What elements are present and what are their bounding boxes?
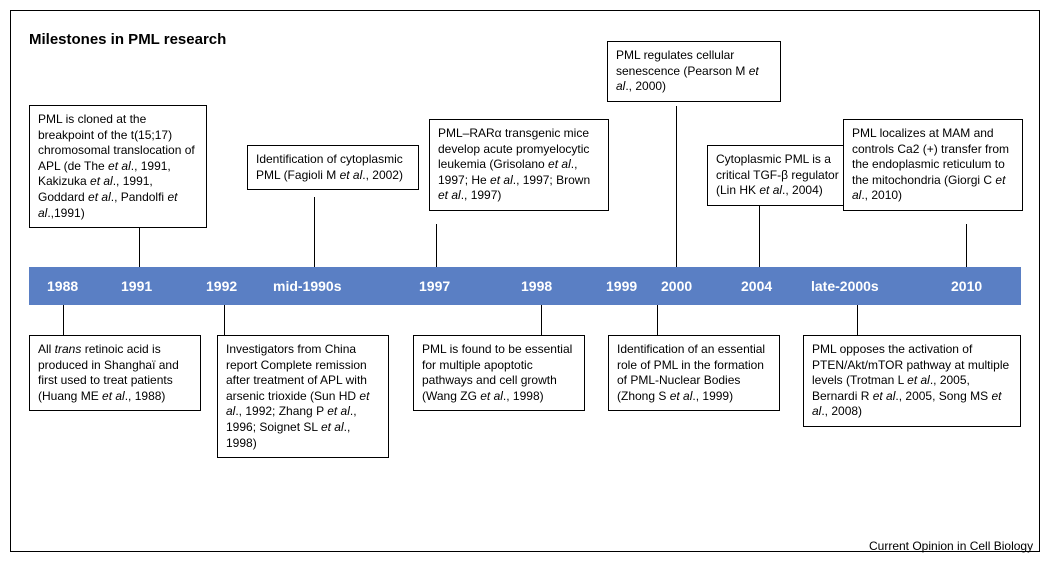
- pml-senescence-2000: PML regulates cellular senescence (Pears…: [607, 41, 781, 102]
- timeline-year: 1997: [419, 278, 450, 294]
- connector-line: [966, 224, 967, 267]
- connector-line: [314, 197, 315, 267]
- timeline-year: 2010: [951, 278, 982, 294]
- timeline-year: 1998: [521, 278, 552, 294]
- connector-line: [541, 305, 542, 335]
- timeline-year: 1992: [206, 278, 237, 294]
- pml-rar-transgenic-1997: PML–RARα transgenic mice develop acute p…: [429, 119, 609, 211]
- arsenic-trioxide-1990s: Investigators from China report Complete…: [217, 335, 389, 458]
- connector-line: [759, 197, 760, 267]
- timeline-year: mid-1990s: [273, 278, 341, 294]
- timeline-year: late-2000s: [811, 278, 879, 294]
- connector-line: [657, 305, 658, 335]
- connector-line: [676, 106, 677, 267]
- connector-line: [63, 305, 64, 335]
- timeline-year: 1991: [121, 278, 152, 294]
- timeline-year: 1988: [47, 278, 78, 294]
- atra-1988: All trans retinoic acid is produced in S…: [29, 335, 201, 411]
- connector-line: [224, 305, 225, 335]
- timeline-year: 1999: [606, 278, 637, 294]
- connector-line: [436, 224, 437, 267]
- source-credit: Current Opinion in Cell Biology: [869, 539, 1033, 553]
- cytoplasmic-pml-2002: Identification of cytoplasmic PML (Fagio…: [247, 145, 419, 190]
- figure-frame: Milestones in PML research 1988 1991 1992 m…: [10, 10, 1040, 552]
- figure-title: Milestones in PML research: [29, 31, 226, 48]
- timeline-year: 2004: [741, 278, 772, 294]
- pml-apoptotic-1998: PML is found to be essential for multipl…: [413, 335, 585, 411]
- pml-mam-2010: PML localizes at MAM and controls Ca2 (+…: [843, 119, 1023, 211]
- timeline-year: 2000: [661, 278, 692, 294]
- pml-cloned-1991: PML is cloned at the breakpoint of the t…: [29, 105, 207, 228]
- connector-line: [139, 224, 140, 267]
- pml-nuclear-bodies-1999: Identification of an essential role of P…: [608, 335, 780, 411]
- connector-line: [857, 305, 858, 335]
- pml-pten-akt-mtor: PML opposes the activation of PTEN/Akt/m…: [803, 335, 1021, 427]
